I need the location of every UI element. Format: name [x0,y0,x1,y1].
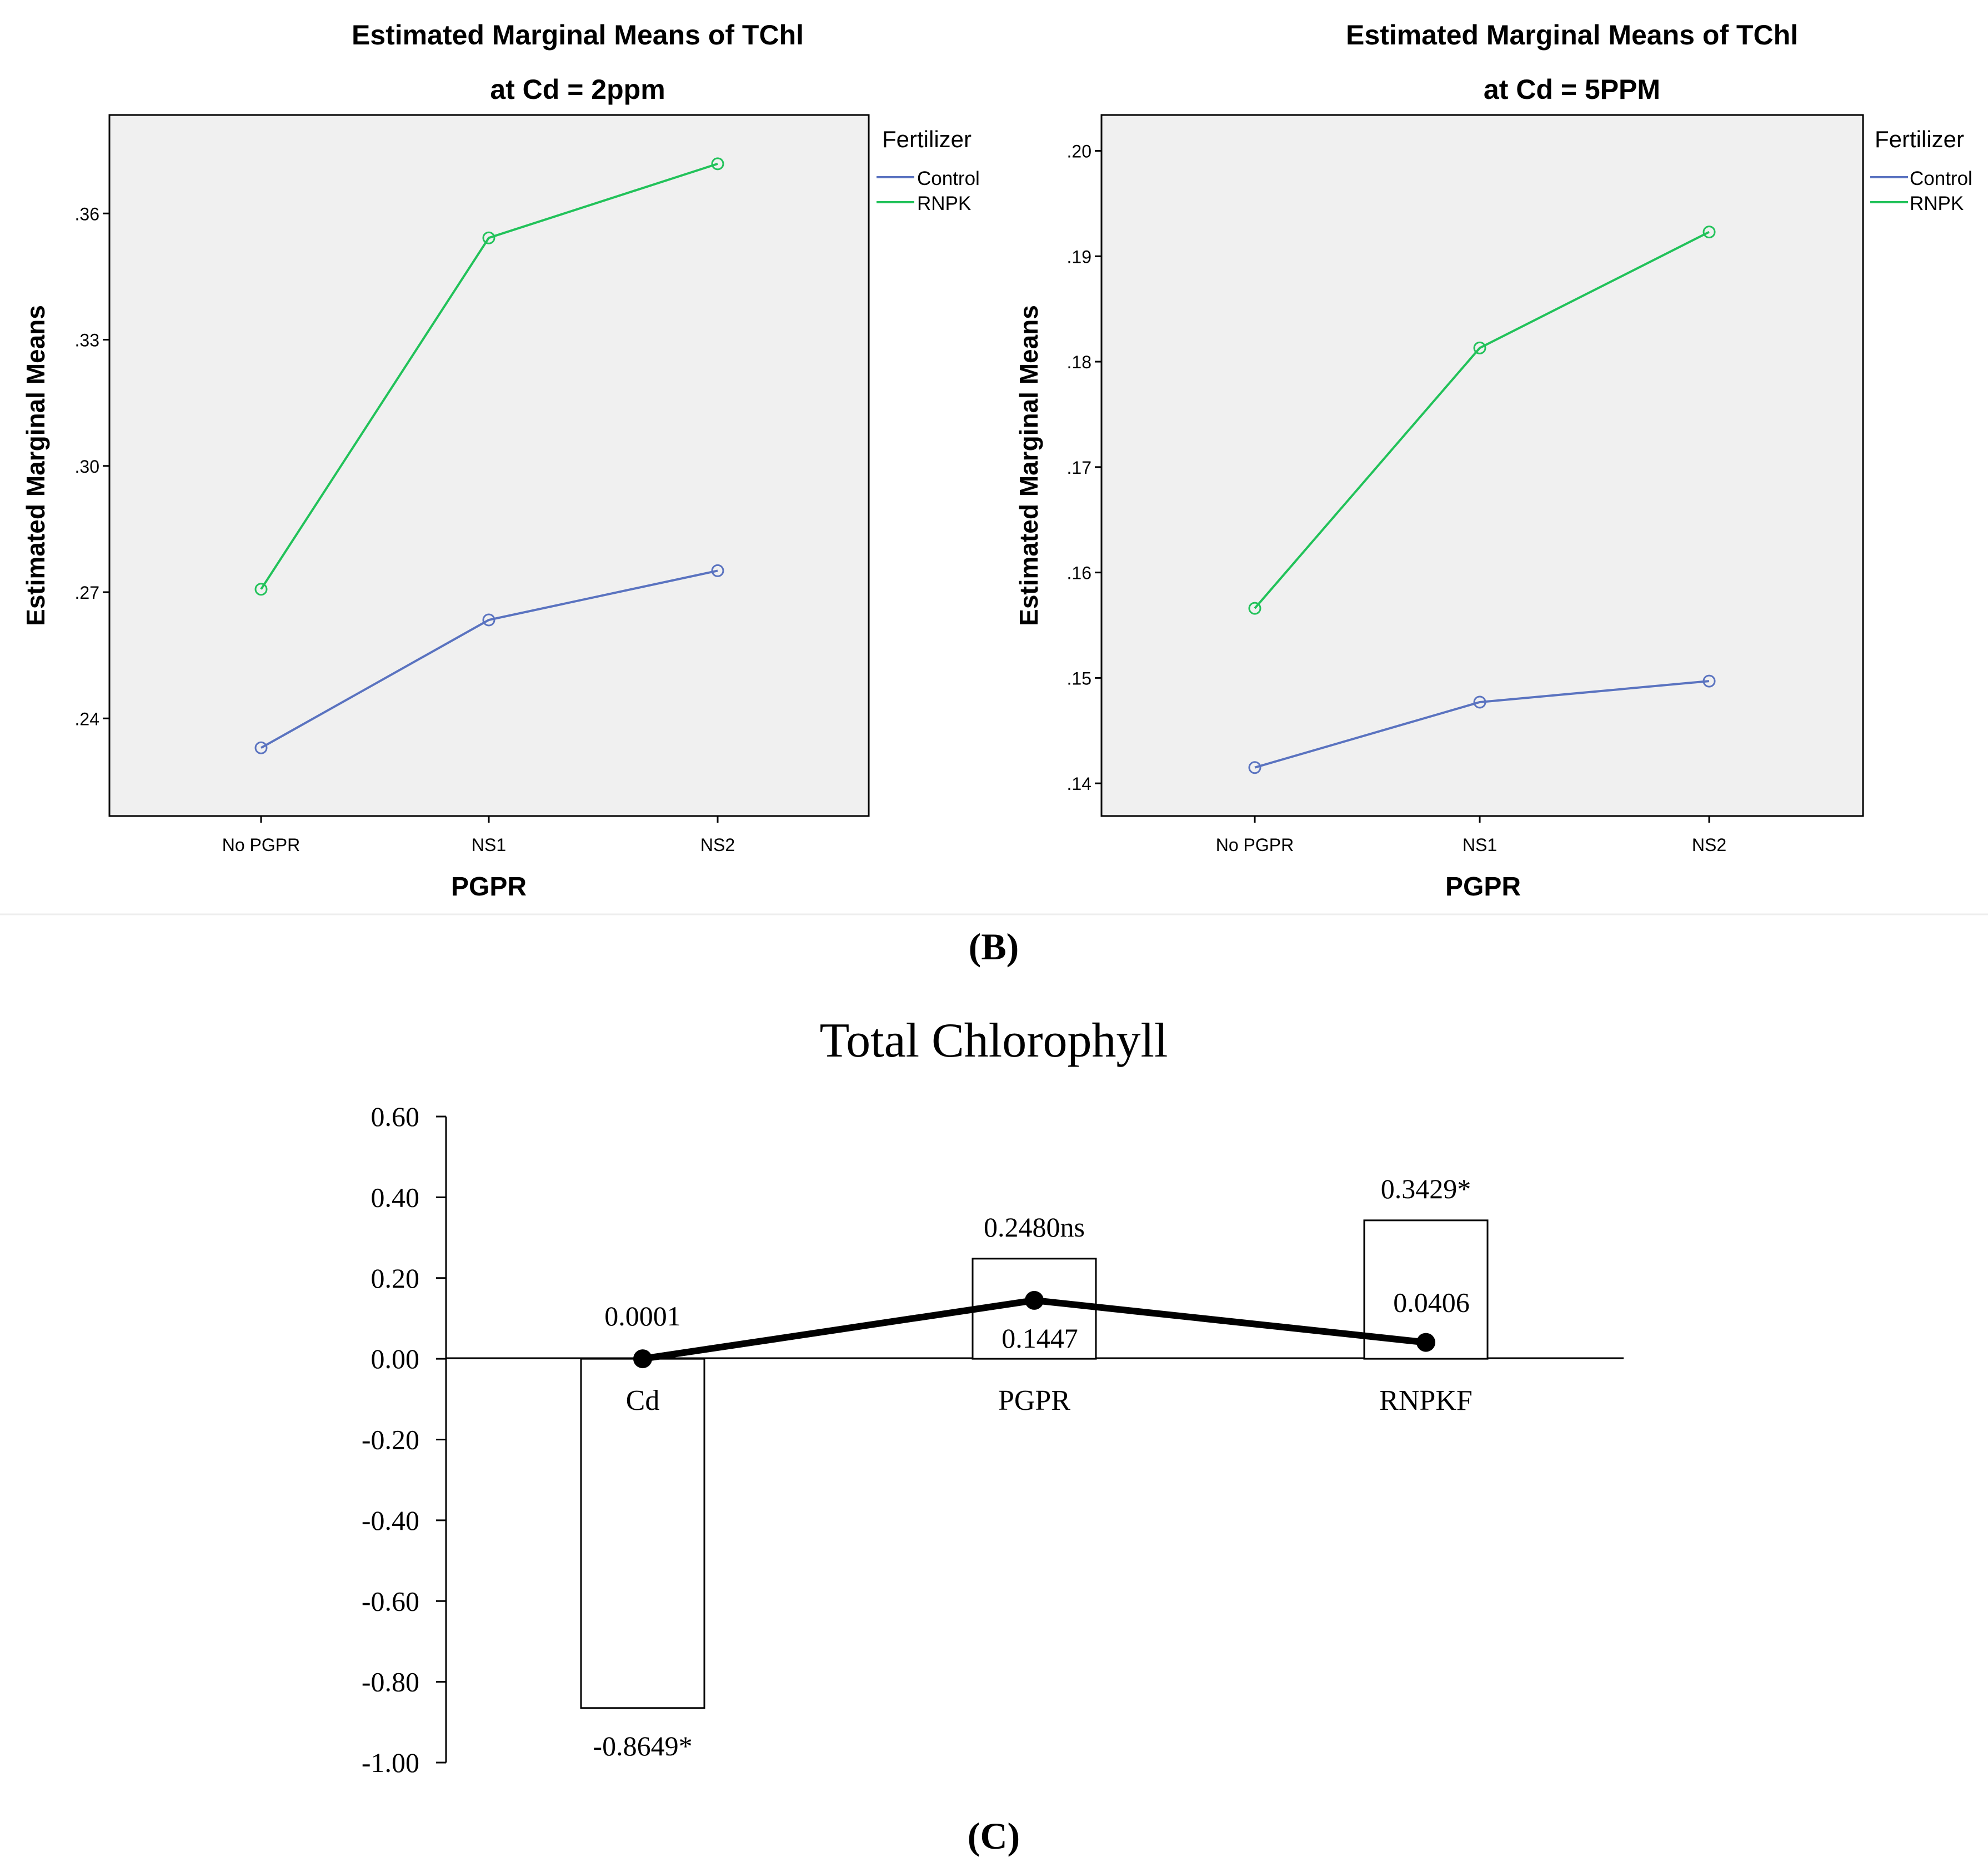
chart-a-y-axis: .24 .27 .30 .33 .36 [75,204,109,729]
chart-b-legend-label-control: Control [1910,168,1972,189]
chart-b-point-control [1702,674,1716,688]
chart-a-xlabel: PGPR [451,872,527,902]
chart-c-ytick-label: -0.80 [362,1666,419,1698]
chart-c-category-label: Cd [626,1385,660,1416]
chart-c-y-axis: 0.60 0.40 0.20 0.00 -0.20 -0.40 -0.60 -0.80 -1.0… [362,1101,447,1778]
chart-a-point-rnpk [482,231,495,244]
chart-c-category-label: RNPKF [1379,1385,1473,1416]
chart-a-ytick-label: .36 [75,204,99,224]
chart-a-ytick-label: .27 [75,583,99,603]
line-chart-cd-2ppm: Estimated Marginal Means of TChl at Cd =… [21,19,980,902]
chart-b-point-control [1248,761,1261,774]
chart-b-line-control [1254,680,1710,769]
chart-c-bars: -0.8649* Cd 0.2480ns PGPR 0.3429* RNPKF [580,1173,1489,1761]
chart-b-subtitle: at Cd = 5PPM [1484,74,1660,105]
chart-a-plot-area [108,114,870,817]
chart-a-legend-title: Fertilizer [882,126,972,152]
chart-b-point-rnpk [1473,341,1486,354]
chart-c-ytick-label: 0.40 [371,1182,420,1213]
chart-c-ytick-label: 0.60 [371,1101,420,1132]
chart-a-ytick-label: .24 [75,709,99,729]
panel-label-b: (B) [969,925,1019,968]
chart-a-legend: Fertilizer Control RNPK [877,126,980,214]
chart-b-xtick-label: NS1 [1463,835,1497,855]
chart-c-ytick-label: 0.20 [371,1263,420,1294]
chart-a-x-axis: No PGPR NS1 NS2 [222,816,735,855]
chart-a-subtitle: at Cd = 2ppm [490,74,665,105]
chart-b-ytick-label: .17 [1067,458,1091,478]
chart-b-legend-title: Fertilizer [1875,126,1964,152]
line-chart-cd-5ppm: Estimated Marginal Means of TChl at Cd =… [1014,19,1972,902]
chart-a-ytick-label: .30 [75,457,99,477]
chart-c-bar-cd [580,1358,705,1709]
chart-b-xlabel: PGPR [1445,872,1521,902]
chart-a-legend-label-control: Control [917,168,980,189]
chart-b-point-rnpk [1702,226,1716,239]
chart-a-xtick-label: NS2 [700,835,735,855]
chart-a-line-rnpk [260,162,718,590]
chart-b-plot-area [1100,114,1864,817]
chart-b-ylabel: Estimated Marginal Means [1014,305,1043,626]
chart-c-ytick-label: -0.40 [362,1505,419,1536]
chart-a-point-control [711,564,724,577]
chart-c-line-label: 0.0406 [1393,1287,1470,1318]
chart-a-legend-label-rnpk: RNPK [917,193,971,214]
chart-b-ytick-label: .18 [1067,352,1091,372]
chart-a-xtick-label: No PGPR [222,835,300,855]
chart-a-ytick-label: .33 [75,331,99,351]
chart-b-x-axis: No PGPR NS1 NS2 [1216,816,1726,855]
chart-b-xtick-label: No PGPR [1216,835,1294,855]
chart-b-legend-label-rnpk: RNPK [1910,193,1964,214]
chart-c-ytick-label: -0.60 [362,1585,419,1616]
chart-b-series [1248,226,1716,774]
bar-chart-total-chlorophyll: Total Chlorophyll 0.60 0.40 0.20 0.00 -0.20 -… [362,1014,1624,1778]
chart-a-point-control [254,741,268,754]
chart-c-bar-label: 0.3429* [1381,1173,1471,1204]
chart-c-ytick-label: -1.00 [362,1747,419,1778]
chart-b-ytick-label: .20 [1067,142,1091,162]
chart-b-ytick-label: .14 [1067,774,1091,794]
chart-b-point-control [1473,695,1486,709]
panel-label-c: (C) [968,1815,1020,1857]
chart-c-line-point [1416,1333,1435,1352]
chart-a-xtick-label: NS1 [472,835,506,855]
chart-b-y-axis: .14 .15 .16 .17 .18 .19 .20 [1067,142,1101,794]
chart-a-line-control [261,569,718,749]
chart-c-line-point [633,1349,652,1369]
chart-a-title: Estimated Marginal Means of TChl [352,19,804,51]
chart-a-series [254,157,724,754]
chart-b-legend: Fertilizer Control RNPK [1870,126,1972,214]
chart-b-line-rnpk [1254,231,1710,609]
chart-b-title: Estimated Marginal Means of TChl [1346,19,1798,51]
chart-c-bar-label: 0.2480ns [984,1212,1085,1243]
chart-b-xtick-label: NS2 [1692,835,1726,855]
chart-c-title: Total Chlorophyll [820,1014,1168,1068]
chart-c-category-label: PGPR [998,1385,1070,1416]
chart-c-bar-label: -0.8649* [593,1730,692,1761]
chart-a-ylabel: Estimated Marginal Means [21,305,50,626]
chart-c-line-label: 0.1447 [1001,1323,1078,1354]
chart-c-ytick-label: -0.20 [362,1424,419,1455]
chart-c-line-series: 0.0001 0.1447 0.0406 [604,1287,1470,1369]
chart-c-line-label: 0.0001 [604,1300,681,1332]
chart-a-point-rnpk [711,157,724,171]
chart-b-ytick-label: .16 [1067,563,1091,583]
chart-b-ytick-label: .15 [1067,668,1091,688]
chart-c-line-point [1025,1290,1044,1310]
chart-a-point-control [482,613,495,627]
chart-a-point-rnpk [254,583,268,596]
chart-c-ytick-label: 0.00 [371,1343,420,1374]
chart-b-ytick-label: .19 [1067,247,1091,267]
chart-b-point-rnpk [1248,602,1261,615]
